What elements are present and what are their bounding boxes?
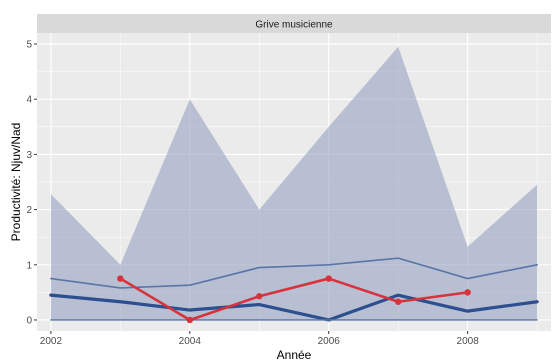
x-axis-title: Année: [277, 348, 312, 362]
series-line-thick: [49, 293, 539, 322]
data-point: [117, 275, 124, 282]
facet-label: Grive musicienne: [255, 20, 333, 31]
x-tick-label: 2006: [318, 336, 341, 347]
data-point: [394, 298, 402, 305]
x-tick-label: 2004: [179, 336, 202, 347]
data-point: [464, 289, 471, 296]
data-point: [325, 275, 332, 282]
y-tick-label: 0: [26, 315, 32, 326]
series-layer: [49, 257, 539, 322]
range-band-layer: [50, 46, 538, 320]
series-line-thin: [50, 257, 538, 289]
facet-strip: Grive musicienne: [37, 14, 551, 33]
points-layer: [117, 275, 471, 324]
y-axis: 0 1 2 3 4 5: [26, 40, 37, 326]
y-axis-title: Productivité: Njuv/Nad: [9, 123, 23, 242]
x-tick-label: 2002: [40, 336, 63, 347]
range-band: [50, 46, 538, 320]
y-tick-label: 5: [26, 40, 32, 51]
series-line-points: [119, 277, 469, 322]
y-tick-label: 4: [26, 95, 32, 106]
y-tick-label: 1: [26, 260, 32, 271]
x-axis: 2002 2004 2006 2008: [40, 331, 479, 347]
data-point: [256, 293, 263, 300]
facet-strip-background: [37, 14, 551, 33]
data-point: [186, 316, 194, 324]
y-tick-label: 3: [26, 150, 32, 161]
x-tick-label: 2008: [457, 336, 480, 347]
y-tick-label: 2: [26, 205, 32, 216]
